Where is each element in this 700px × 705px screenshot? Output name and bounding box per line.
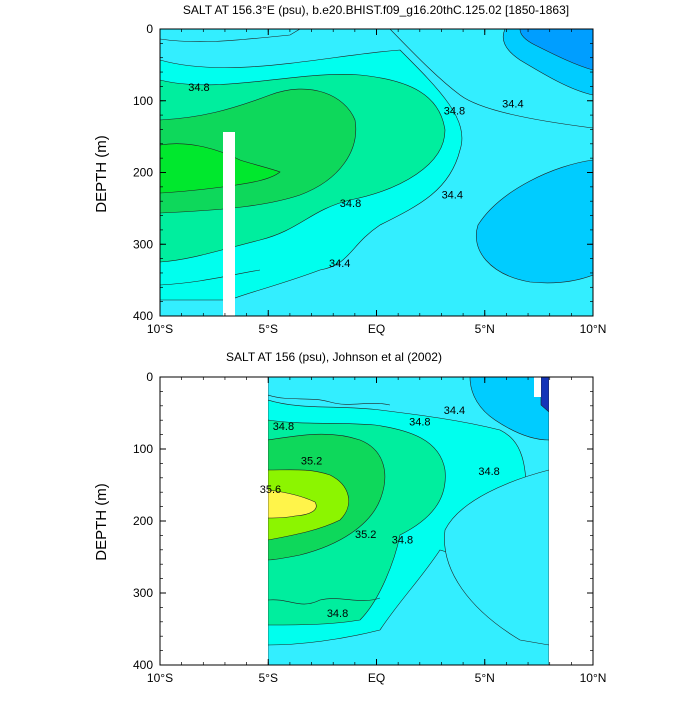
top-contour-labels: 34.8 34.8 34.4 34.8 34.4 34.4 [188, 82, 523, 270]
bottom-contour-label: 34.8 [392, 535, 413, 547]
bottom-fill-blue-ne [469, 377, 549, 441]
bottom-y-axis-label: DEPTH (m) [93, 483, 110, 561]
bottom-y-tick-label: 100 [133, 442, 153, 456]
bottom-x-tick-label: 5°N [475, 671, 495, 685]
bottom-fill-cyan-east [444, 469, 549, 646]
top-y-axis-label: DEPTH (m) [93, 135, 110, 213]
bottom-contour-label: 35.2 [355, 529, 376, 541]
top-chart-title: SALT AT 156.3°E (psu), b.e20.BHIST.f09_g… [183, 3, 569, 17]
bottom-contour-label: 34.8 [327, 608, 348, 620]
top-contour-label: 34.4 [329, 258, 350, 270]
bottom-contour-label: 34.8 [409, 417, 430, 429]
top-y-tick-label: 100 [133, 94, 153, 108]
bottom-contour-label: 35.2 [301, 455, 322, 467]
bottom-chart-title: SALT AT 156 (psu), Johnson et al (2002) [226, 350, 442, 364]
bottom-x-tick-label: 10°N [580, 671, 607, 685]
top-contour-line [389, 29, 593, 129]
bottom-contour-line [268, 597, 381, 605]
bottom-contour-labels: 34.8 34.4 34.8 35.2 35.6 34.8 35.2 34.8 34.8 [260, 405, 500, 620]
top-y-tick-label: 300 [133, 237, 153, 251]
top-fill-bright-green [160, 143, 281, 194]
bottom-x-tick-label: 10°S [147, 671, 173, 685]
top-contour-line [160, 269, 261, 286]
bottom-x-tick-label: 5°S [259, 671, 278, 685]
bottom-fill-yellow [268, 489, 317, 519]
top-y-tick-label: 400 [133, 309, 153, 323]
top-contour-label: 34.8 [340, 198, 361, 210]
bottom-y-tick-label: 400 [133, 658, 153, 672]
top-x-tick-label: EQ [368, 322, 385, 336]
bottom-y-tick-label: 200 [133, 514, 153, 528]
top-y-tick-label: 0 [146, 22, 153, 36]
bottom-x-tick-label: EQ [368, 671, 385, 685]
bottom-contour-line [268, 394, 391, 406]
bottom-contour-label: 34.4 [444, 405, 465, 417]
bottom-contour-label: 34.8 [273, 421, 294, 433]
bottom-missing-data-notch [534, 377, 541, 397]
top-y-tick-label: 200 [133, 166, 153, 180]
bottom-y-tick-label: 300 [133, 586, 153, 600]
top-axes: 10°S 5°S EQ 5°N 10°N 0 100 200 300 400 [133, 22, 606, 336]
top-contour-label: 34.8 [444, 106, 465, 118]
top-fill-blue-se [476, 159, 593, 284]
bottom-axes: 10°S 5°S EQ 5°N 10°N 0 100 200 300 400 [133, 370, 606, 685]
top-contour-label: 34.8 [188, 82, 209, 94]
bottom-contour-label: 35.6 [260, 484, 281, 496]
bottom-y-tick-label: 0 [146, 370, 153, 384]
top-fill-blue-ne-deep [519, 29, 593, 71]
top-contour-field [159, 28, 594, 317]
bottom-contour-label: 34.8 [478, 466, 499, 478]
top-x-tick-label: 10°N [580, 322, 607, 336]
top-contour-label: 34.4 [442, 190, 463, 202]
top-x-tick-label: 10°S [147, 322, 173, 336]
top-missing-data-strip [223, 132, 235, 316]
top-x-tick-label: 5°N [475, 322, 495, 336]
top-contour-label: 34.4 [502, 98, 523, 110]
bottom-contour-field [159, 376, 594, 666]
top-x-tick-label: 5°S [259, 322, 278, 336]
top-contour-line [160, 29, 301, 43]
